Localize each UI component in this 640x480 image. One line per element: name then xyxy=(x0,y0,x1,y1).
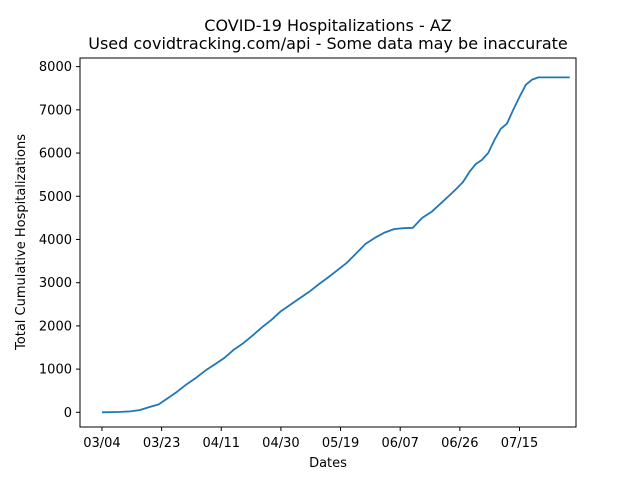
x-tick-label: 06/26 xyxy=(441,436,478,451)
y-tick-label: 5000 xyxy=(39,190,72,205)
y-tick-label: 8000 xyxy=(39,60,72,75)
y-tick-label: 0 xyxy=(64,406,72,421)
y-tick-label: 3000 xyxy=(39,276,72,291)
y-tick-label: 2000 xyxy=(39,319,72,334)
series-line xyxy=(101,76,570,414)
x-tick-label: 03/04 xyxy=(83,436,120,451)
y-tick-label: 1000 xyxy=(39,363,72,378)
x-tick-label: 04/30 xyxy=(262,436,299,451)
y-axis: 0 1000 2000 3000 4000 5000 6000 7000 8000 xyxy=(39,60,80,421)
x-tick-label: 06/07 xyxy=(381,436,418,451)
x-tick-label: 03/23 xyxy=(143,436,180,451)
y-tick-label: 6000 xyxy=(39,147,72,162)
series-layer xyxy=(101,76,570,414)
x-tick-label: 05/19 xyxy=(322,436,359,451)
x-tick-label: 04/11 xyxy=(203,436,240,451)
x-axis-label: Dates xyxy=(309,456,347,471)
y-tick-label: 7000 xyxy=(39,103,72,118)
y-axis-label: Total Cumulative Hospitalizations xyxy=(14,134,29,351)
plot-frame xyxy=(79,57,577,428)
chart-subtitle: Used covidtracking.com/api - Some data m… xyxy=(88,34,568,53)
x-axis: 03/04 03/23 04/11 04/30 05/19 06/07 06/26 07/15 xyxy=(83,427,538,451)
x-tick-label: 07/15 xyxy=(501,436,538,451)
y-tick-label: 4000 xyxy=(39,233,72,248)
chart-title: COVID-19 Hospitalizations - AZ xyxy=(204,16,451,35)
